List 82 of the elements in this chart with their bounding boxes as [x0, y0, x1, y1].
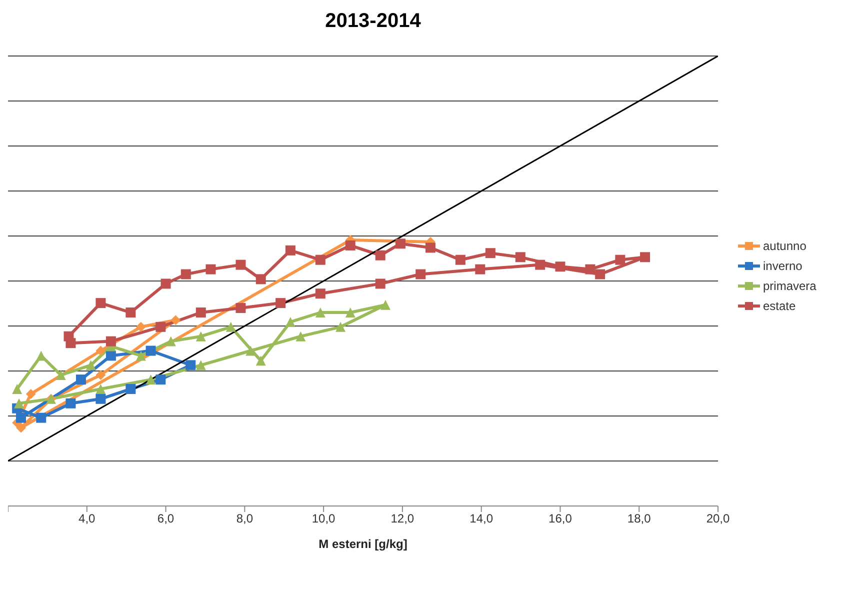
point [186, 360, 196, 370]
legend-label: primavera [763, 279, 816, 293]
legend-label: inverno [763, 259, 802, 273]
point [595, 269, 606, 280]
point [585, 264, 596, 274]
x-tick-label: 4,0 [78, 512, 96, 526]
point [96, 346, 106, 356]
x-tick-label: 10,0 [312, 512, 336, 526]
point [416, 269, 426, 280]
point [12, 384, 22, 394]
point [106, 336, 116, 346]
point [156, 322, 166, 332]
legend-label: estate [763, 299, 796, 313]
point [26, 388, 36, 399]
point [14, 398, 24, 408]
point [555, 262, 566, 272]
point [76, 374, 86, 385]
point [16, 422, 26, 433]
point [515, 252, 526, 262]
point [315, 308, 326, 318]
point [535, 260, 546, 270]
point [96, 298, 106, 308]
point [375, 278, 386, 289]
point [180, 269, 191, 280]
point [106, 350, 116, 361]
point [206, 264, 216, 274]
point [170, 315, 181, 326]
chart-title: 2013-2014 [324, 10, 422, 34]
x-tick-label: 20,0 [706, 512, 730, 526]
x-tick-label: 8,0 [236, 512, 254, 526]
point [395, 238, 406, 249]
point [96, 370, 106, 380]
point [96, 394, 106, 404]
point [36, 412, 46, 423]
point [56, 370, 66, 380]
legend-label: autunno [763, 239, 806, 253]
point [66, 338, 76, 348]
point [160, 278, 171, 289]
point [246, 346, 256, 356]
point [315, 288, 326, 299]
point [345, 240, 356, 250]
point [475, 264, 486, 274]
point [285, 245, 296, 256]
x-tick-label: 18,0 [627, 512, 652, 526]
point [425, 242, 436, 253]
point [276, 298, 286, 308]
point [146, 374, 156, 385]
point [196, 360, 206, 370]
x-tick-label: 14,0 [470, 512, 494, 526]
point [485, 248, 496, 258]
point [256, 356, 266, 366]
point [315, 254, 326, 265]
x-tick-label: 16,0 [548, 512, 572, 526]
point [126, 308, 136, 318]
point [296, 331, 306, 342]
point [375, 250, 386, 260]
point [166, 336, 176, 346]
x-tick-label: 12,0 [390, 512, 414, 526]
point [336, 322, 346, 332]
x-tick-label: 6,0 [157, 512, 174, 526]
point [196, 308, 206, 318]
point [455, 254, 466, 265]
point [86, 360, 96, 370]
point [196, 331, 206, 342]
point [136, 350, 146, 361]
point [236, 260, 246, 270]
point [380, 300, 390, 310]
point [615, 254, 626, 265]
point [256, 274, 266, 284]
point [16, 412, 26, 423]
point [226, 322, 236, 332]
point [156, 374, 166, 385]
point [345, 308, 356, 318]
point [236, 303, 246, 313]
x-axis-title: M esterni [g/kg] [318, 537, 408, 551]
point [66, 398, 76, 408]
point [126, 384, 136, 394]
point [146, 346, 156, 356]
point [640, 252, 650, 262]
point [285, 316, 296, 327]
point [136, 322, 146, 332]
point [96, 384, 106, 394]
